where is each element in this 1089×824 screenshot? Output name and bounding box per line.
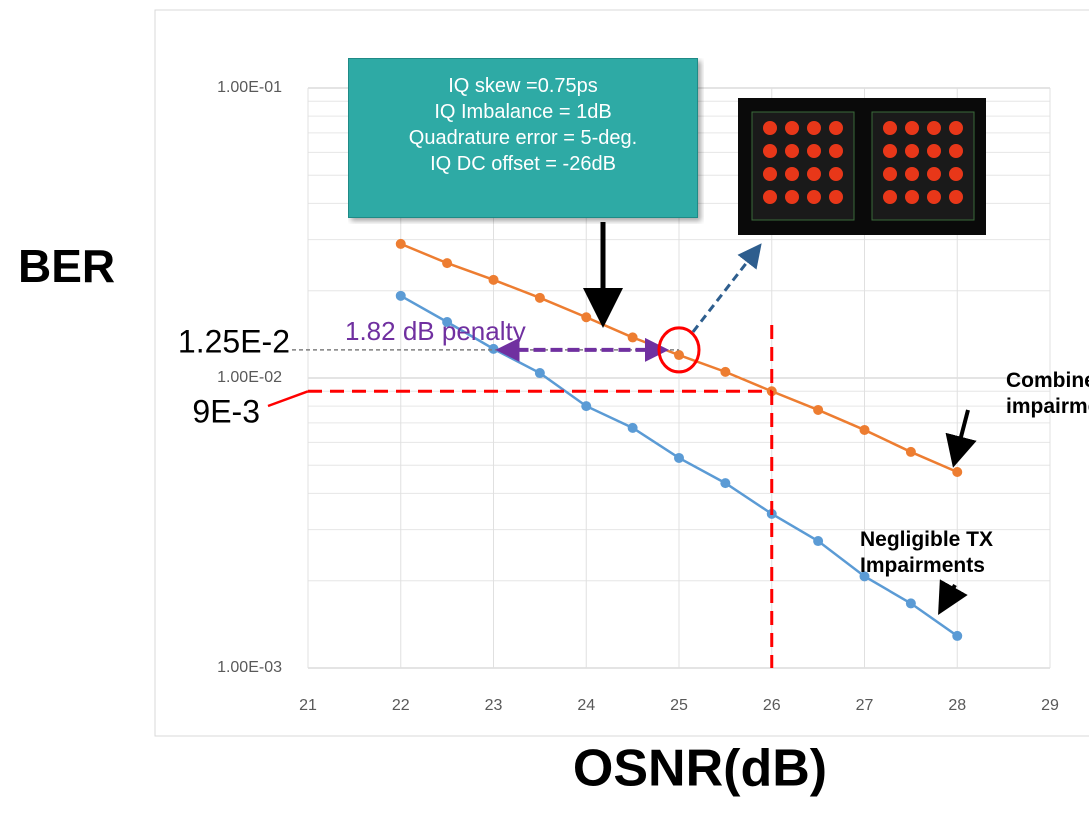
impairment-line: IQ Imbalance = 1dB (349, 99, 697, 125)
constellation-dot (905, 144, 919, 158)
data-point (720, 478, 730, 488)
x-tick-label: 21 (299, 697, 317, 714)
x-tick-label: 25 (670, 697, 688, 714)
constellation-dot (807, 190, 821, 204)
x-tick-label: 27 (856, 697, 874, 714)
series-label-box: Combined TX impairments (1006, 368, 1089, 428)
constellation-dot (905, 190, 919, 204)
constellation-dot (785, 190, 799, 204)
constellation-dot (763, 144, 777, 158)
constellation-dot (785, 144, 799, 158)
y-tick-label: 1.00E-02 (217, 369, 282, 386)
y-axis-label: BER (18, 240, 115, 292)
constellation-dot (883, 121, 897, 135)
constellation-dot (763, 190, 777, 204)
constellation-dot (763, 121, 777, 135)
constellation-dot (949, 190, 963, 204)
constellation-dot (807, 121, 821, 135)
x-tick-label: 24 (577, 697, 595, 714)
data-point (581, 312, 591, 322)
constellation-dot (927, 167, 941, 181)
data-point (952, 631, 962, 641)
series-label: Combined TX impairments (1006, 368, 1089, 420)
data-point (952, 467, 962, 477)
constellation-inset (738, 98, 986, 235)
constellation-dot (905, 121, 919, 135)
constellation-dot (949, 121, 963, 135)
constellation-dot (883, 167, 897, 181)
data-point (813, 405, 823, 415)
x-tick-label: 23 (485, 697, 503, 714)
threshold-label: 9E-3 (192, 393, 260, 429)
data-point (674, 350, 684, 360)
data-point (489, 275, 499, 285)
data-point (906, 598, 916, 608)
series-label-box: Negligible TX Impairments (860, 527, 1050, 587)
data-point (442, 258, 452, 268)
constellation-dot (949, 167, 963, 181)
data-point (813, 536, 823, 546)
x-axis-label: OSNR(dB) (573, 740, 827, 798)
page: {"chart_data": {"type": "line", "x_label… (0, 0, 1089, 824)
constellation-dot (905, 167, 919, 181)
x-tick-label: 22 (392, 697, 410, 714)
data-point (396, 239, 406, 249)
data-point (720, 367, 730, 377)
data-point (535, 293, 545, 303)
data-point (860, 425, 870, 435)
series-label: Negligible TX Impairments (860, 527, 1050, 579)
constellation-dot (829, 144, 843, 158)
constellation-dot (785, 121, 799, 135)
data-point (906, 447, 916, 457)
impairment-line: IQ skew =0.75ps (349, 73, 697, 99)
chart: BER OSNR(dB) 1.00E-03 1.00E-02 1.00E-01 21 2… (0, 0, 1089, 824)
y-tick-label: 1.00E-01 (217, 79, 282, 96)
constellation-dot (927, 190, 941, 204)
constellation-dot (883, 144, 897, 158)
constellation-dot (763, 167, 777, 181)
impairment-line: IQ DC offset = -26dB (349, 151, 697, 177)
data-point (674, 453, 684, 463)
constellation-dot (927, 144, 941, 158)
penalty-label: 1.82 dB penalty (345, 316, 526, 346)
impairment-line: Quadrature error = 5-deg. (349, 125, 697, 151)
constellation-dot (829, 167, 843, 181)
constellation-dot (949, 144, 963, 158)
constellation-dot (807, 144, 821, 158)
constellation-dot (927, 121, 941, 135)
x-tick-label: 29 (1041, 697, 1059, 714)
data-point (535, 368, 545, 378)
y-tick-label: 1.00E-03 (217, 659, 282, 676)
data-point (396, 291, 406, 301)
x-tick-label: 28 (948, 697, 966, 714)
data-point (628, 423, 638, 433)
constellation-dot (829, 190, 843, 204)
constellation-dot (883, 190, 897, 204)
data-point (628, 332, 638, 342)
constellation-dot (829, 121, 843, 135)
constellation-dot (807, 167, 821, 181)
threshold-label: 1.25E-2 (178, 323, 290, 359)
data-point (581, 401, 591, 411)
x-tick-label: 26 (763, 697, 781, 714)
constellation-dot (785, 167, 799, 181)
